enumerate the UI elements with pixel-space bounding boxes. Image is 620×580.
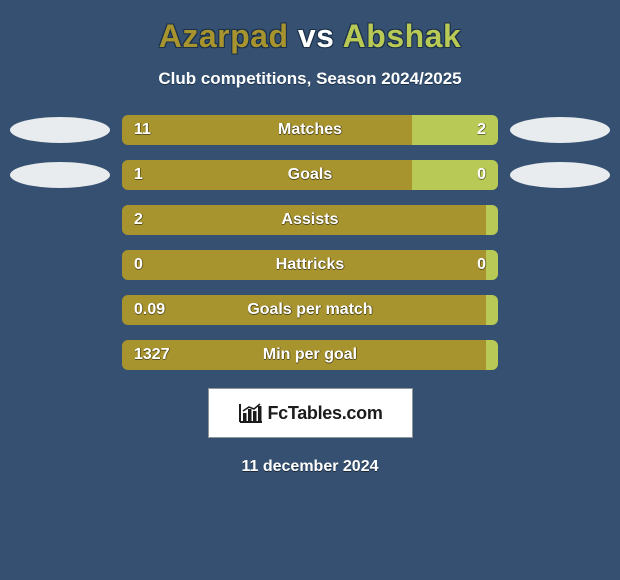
player1-badge [10,162,110,188]
bar-seg-player1: 0.09 [122,295,486,325]
stat-row: 1327Min per goal [10,340,610,370]
comparison-card: Azarpad vs Abshak Club competitions, Sea… [0,0,620,580]
stat-bar: 00Hattricks [122,250,498,280]
stat-bar: 112Matches [122,115,498,145]
stat-bar: 1327Min per goal [122,340,498,370]
stat-rows: 112Matches10Goals2Assists00Hattricks0.09… [10,115,610,370]
bar-seg-player2 [486,340,498,370]
bar-seg-player1: 1327 [122,340,486,370]
stat-value-player2: 0 [477,256,486,274]
brand-badge: FcTables.com [208,388,413,438]
player1-badge [10,117,110,143]
bar-seg-player2 [486,295,498,325]
stat-value-player2: 2 [477,121,486,139]
bar-seg-player2: 0 [412,160,498,190]
subtitle: Club competitions, Season 2024/2025 [158,69,461,89]
stat-bar: 0.09Goals per match [122,295,498,325]
stat-value-player2: 0 [477,166,486,184]
stat-value-player1: 1327 [134,346,170,364]
bar-seg-player2: 0 [486,250,498,280]
vs-label: vs [298,18,335,54]
date-label: 11 december 2024 [242,458,379,476]
stat-row: 2Assists [10,205,610,235]
stat-value-player1: 2 [134,211,143,229]
stat-value-player1: 1 [134,166,143,184]
stat-bar: 10Goals [122,160,498,190]
bar-seg-player2 [486,205,498,235]
player1-name: Azarpad [159,18,289,54]
player2-badge [510,162,610,188]
brand-text: FcTables.com [267,403,382,424]
bar-seg-player1: 11 [122,115,412,145]
player2-badge [510,117,610,143]
player2-name: Abshak [343,18,462,54]
bar-seg-player2: 2 [412,115,498,145]
stat-row: 00Hattricks [10,250,610,280]
page-title: Azarpad vs Abshak [159,18,462,55]
bar-seg-player1: 2 [122,205,486,235]
stat-row: 10Goals [10,160,610,190]
stat-value-player1: 0.09 [134,301,165,319]
stat-row: 112Matches [10,115,610,145]
bar-seg-player1: 1 [122,160,412,190]
stat-value-player1: 11 [134,121,151,139]
stat-value-player1: 0 [134,256,143,274]
stat-bar: 2Assists [122,205,498,235]
bar-seg-player1: 0 [122,250,486,280]
chart-icon [237,402,263,424]
stat-row: 0.09Goals per match [10,295,610,325]
